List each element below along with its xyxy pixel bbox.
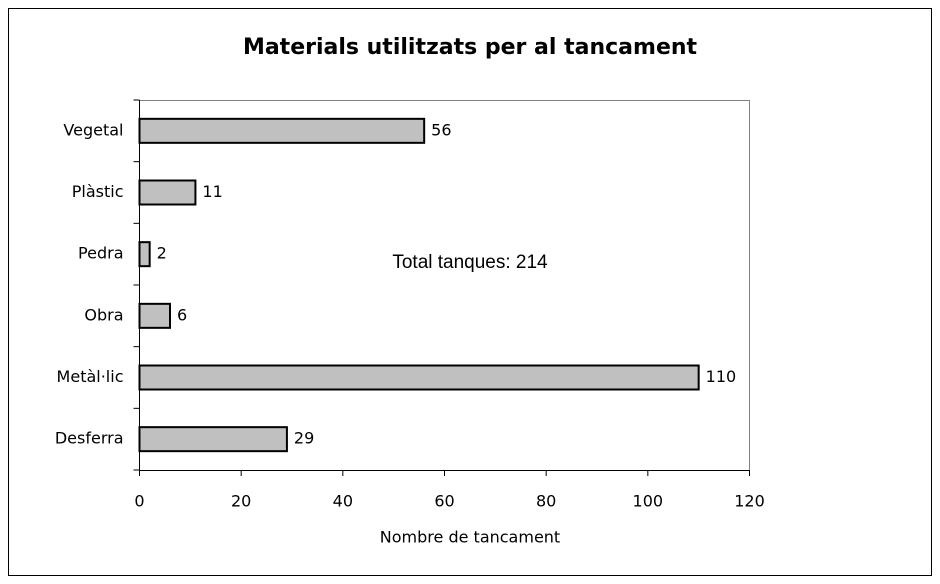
chart-title: Materials utilitzats per al tancament bbox=[243, 35, 698, 60]
bar bbox=[138, 302, 171, 329]
bar bbox=[138, 426, 288, 453]
x-axis-label: Nombre de tancament bbox=[380, 528, 560, 547]
annotation: Total tanques: 214 bbox=[392, 252, 548, 273]
chart-border bbox=[8, 8, 932, 576]
y-tick-label: Obra bbox=[84, 305, 123, 324]
x-tick-label: 60 bbox=[434, 492, 454, 511]
bar bbox=[138, 241, 151, 268]
x-tick-label: 40 bbox=[333, 492, 353, 511]
y-tick-label: Desferra bbox=[55, 429, 124, 448]
data-label: 6 bbox=[177, 305, 187, 324]
x-tick-label: 120 bbox=[734, 492, 765, 511]
bar bbox=[138, 179, 197, 206]
bar bbox=[138, 117, 426, 144]
data-label: 29 bbox=[294, 429, 314, 448]
x-tick-label: 100 bbox=[633, 492, 664, 511]
data-label: 11 bbox=[202, 182, 222, 201]
y-tick-label: Metàl·lic bbox=[57, 367, 124, 386]
x-tick-label: 0 bbox=[134, 492, 144, 511]
x-tick-label: 20 bbox=[231, 492, 251, 511]
y-tick-label: Plàstic bbox=[72, 182, 124, 201]
y-tick-label: Pedra bbox=[78, 244, 123, 263]
bar bbox=[138, 364, 700, 391]
data-label: 56 bbox=[431, 120, 451, 139]
data-label: 2 bbox=[157, 244, 167, 263]
x-tick-label: 80 bbox=[536, 492, 556, 511]
data-label: 110 bbox=[706, 367, 737, 386]
y-tick-label: Vegetal bbox=[63, 120, 123, 139]
